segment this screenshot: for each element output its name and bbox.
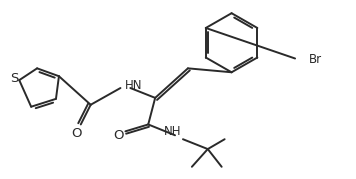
Text: O: O (72, 127, 82, 140)
Text: Br: Br (309, 53, 322, 66)
Text: O: O (113, 129, 124, 142)
Text: S: S (10, 72, 19, 85)
Text: NH: NH (164, 125, 182, 138)
Text: HN: HN (124, 79, 142, 92)
